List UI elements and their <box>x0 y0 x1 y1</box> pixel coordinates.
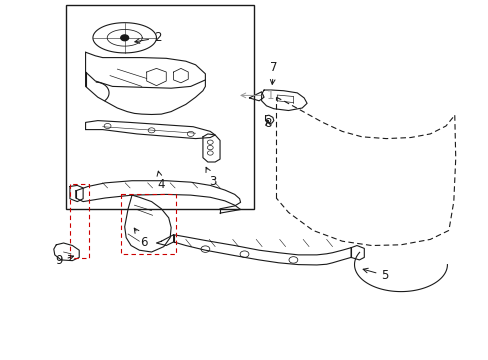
Bar <box>66 5 254 209</box>
Text: 2: 2 <box>135 31 161 44</box>
Text: 9: 9 <box>55 255 73 267</box>
Text: 6: 6 <box>134 228 148 249</box>
Circle shape <box>121 35 128 41</box>
Text: 7: 7 <box>269 61 277 84</box>
Text: 4: 4 <box>157 171 165 191</box>
Text: 8: 8 <box>264 117 271 130</box>
Text: 3: 3 <box>205 167 216 188</box>
Text: 1: 1 <box>241 89 273 102</box>
Text: 5: 5 <box>363 268 388 282</box>
